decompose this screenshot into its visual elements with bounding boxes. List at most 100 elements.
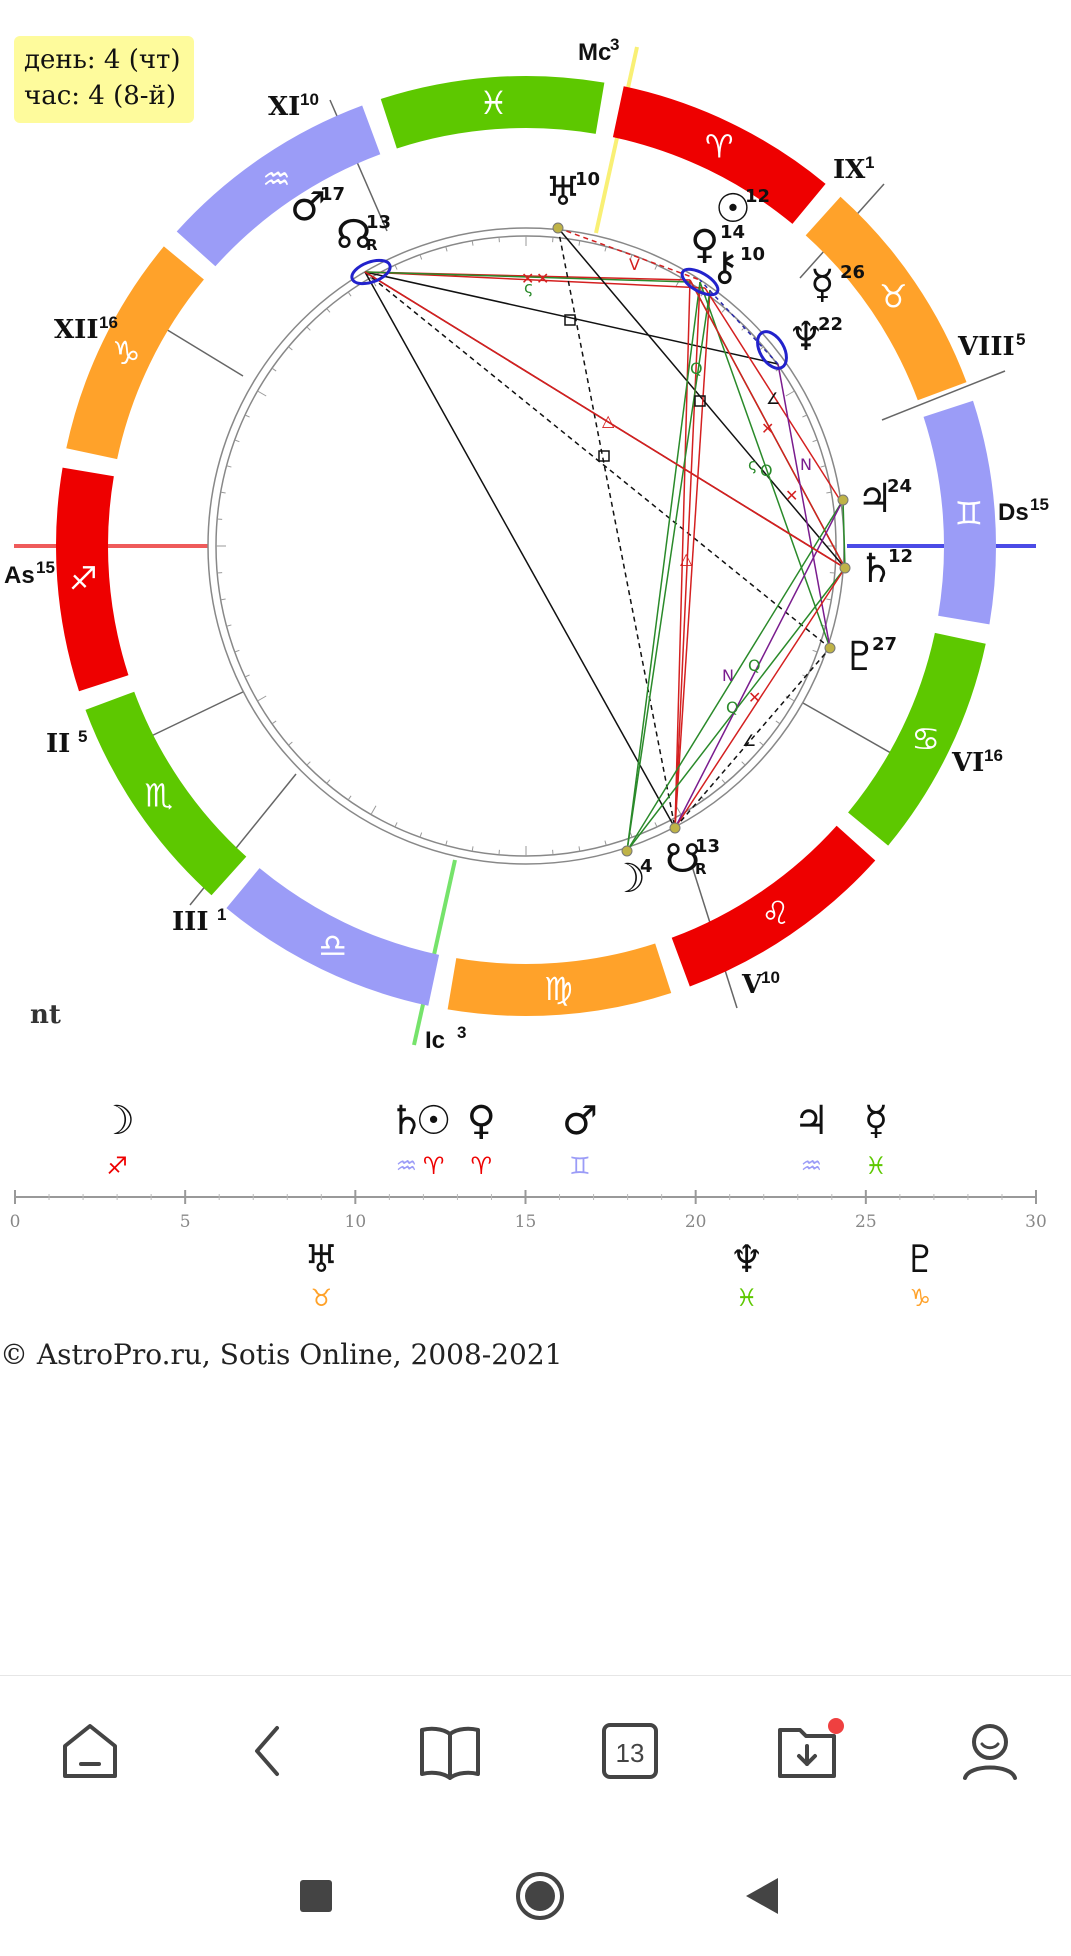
notification-badge [828,1718,844,1734]
svg-text:∠: ∠ [742,731,756,750]
house-label: V10 [741,968,780,1000]
home-button[interactable] [45,1706,135,1796]
back-system-button[interactable] [722,1856,802,1936]
chiron-icon[interactable]: ⚷ 10 [710,244,765,290]
south-node-retrograde: R [695,860,707,878]
angle-label-ic: Ic 3 [425,1023,466,1054]
zodiac-sign-icon: ♑ [112,334,141,372]
home-icon [63,1724,117,1778]
svg-text:10: 10 [300,90,319,109]
scale-tick-label: 30 [1025,1212,1047,1232]
angle-label-ds: Ds 15 [998,495,1049,526]
scale-planet-mercury: ☿♓ [864,1098,889,1180]
zodiac-sign-icon: ♈ [705,127,734,165]
triangle-back-icon [746,1878,778,1914]
scale-planet-jupiter: ♃♒ [793,1098,829,1180]
zodiac-sign-icon: ♉ [879,277,908,315]
svg-text:VI: VI [951,748,984,778]
svg-text:XII: XII [54,315,99,345]
home-system-button[interactable] [500,1856,580,1936]
zodiac-segment [85,691,247,896]
saturn-degree: 12 [888,546,913,567]
sun-icon[interactable]: ☉12 [715,186,770,232]
aspect-lines [364,227,846,852]
svg-text:⚷: ⚷ [710,244,739,290]
mercury-icon[interactable]: ☿ 26 [810,262,865,308]
back-icon [255,1726,279,1776]
svg-text:II: II [46,729,70,759]
zodiac-segment [848,632,986,846]
north-node-icon[interactable]: ☊13 R [336,212,391,258]
scale-planet-neptune: ♆♓ [730,1237,764,1312]
svg-text:♈: ♈ [470,1152,492,1180]
house-label: VIII 5 [957,330,1025,362]
zodiac-segment [805,196,967,401]
zodiac-segment [176,105,381,267]
north-node-degree: 13 [366,212,391,233]
svg-text:♇: ♇ [903,1237,937,1281]
svg-text:♀: ♀ [690,222,719,268]
scale-planet-sun: ☉♈ [416,1098,452,1180]
scale-planet-mars: ♂♊ [562,1098,598,1180]
mercury-degree: 26 [840,262,865,283]
svg-text:16: 16 [984,746,1003,765]
moon-icon[interactable]: ☽4 [610,856,653,902]
zodiac-sign-icon: ♓ [479,84,508,122]
saturn-icon[interactable]: ♄12 [858,546,913,592]
ic-line [412,859,457,1046]
scale-tick-label: 5 [180,1212,191,1232]
recents-button[interactable] [276,1856,356,1936]
svg-text:Q: Q [748,656,761,675]
natal-chart[interactable]: ♈ ♉ ♊ ♋ ♌ ♍ ♎ ♏ ♐ ♑ ♒ ♓ [0,0,1071,1060]
svg-text:✕: ✕ [536,269,549,288]
house-label: XII 16 [54,313,118,345]
svg-text:✕: ✕ [748,688,761,707]
hour-label: час: 4 (8-й) [24,81,177,111]
neptune-icon[interactable]: ♆22 [788,314,843,360]
svg-text:N: N [800,455,812,474]
book-button[interactable] [405,1706,495,1796]
svg-text:△: △ [680,549,693,568]
svg-text:♐: ♐ [106,1152,128,1180]
svg-text:♃: ♃ [793,1098,829,1144]
svg-text:♈: ♈ [423,1152,445,1180]
svg-text:XI: XI [268,92,300,122]
downloads-button[interactable] [765,1706,855,1796]
uranus-icon[interactable]: ♅10 [545,169,600,215]
zodiac-sign-icon: ♏ [144,777,173,815]
svg-text:♒: ♒ [396,1152,418,1180]
square-icon [300,1880,332,1912]
svg-text:♂: ♂ [562,1098,598,1144]
svg-text:N: N [722,666,734,685]
conjunction-markers [350,258,788,370]
zodiac-segment [55,467,129,692]
pluto-icon[interactable]: ♇27 [842,634,897,680]
planet-dots [552,222,851,857]
svg-text:☿: ☿ [810,262,835,308]
zodiac-sign-icon: ♌ [761,894,790,932]
svg-text:ς: ς [748,455,757,474]
svg-text:1: 1 [865,153,874,172]
zodiac-segment [923,400,996,625]
degree-scale: 0 5 10 15 20 25 30☽♐♄♒☉♈♀♈♂♊♃♒☿♓♅♉♆♓♇♑ [10,1098,1047,1312]
back-nav-button[interactable] [225,1706,315,1796]
venus-icon[interactable]: ♀ 14 [690,222,745,268]
zodiac-sign-icon: ♋ [911,720,940,758]
south-node-icon[interactable]: ☋13 R [665,836,720,882]
svg-text:♂: ♂ [290,184,326,230]
svg-text:♀: ♀ [467,1098,496,1144]
mars-degree: 17 [320,184,345,205]
svg-text:✕: ✕ [521,269,534,288]
profile-button[interactable] [945,1706,1035,1796]
copyright: © AstroPro.ru, Sotis Online, 2008-2021 [0,1338,563,1371]
calendar-button[interactable]: 13 [585,1706,675,1796]
moon-degree: 4 [640,856,653,877]
mars-icon[interactable]: ♂17 [290,184,345,230]
svg-text:∠: ∠ [766,389,780,408]
jupiter-icon[interactable]: ♃24 [857,476,912,522]
svg-text:Q: Q [760,461,773,480]
svg-text:Ds: Ds [998,499,1029,526]
calendar-day: 13 [616,1738,645,1768]
svg-text:♒: ♒ [801,1152,823,1180]
svg-text:✕: ✕ [785,486,798,505]
